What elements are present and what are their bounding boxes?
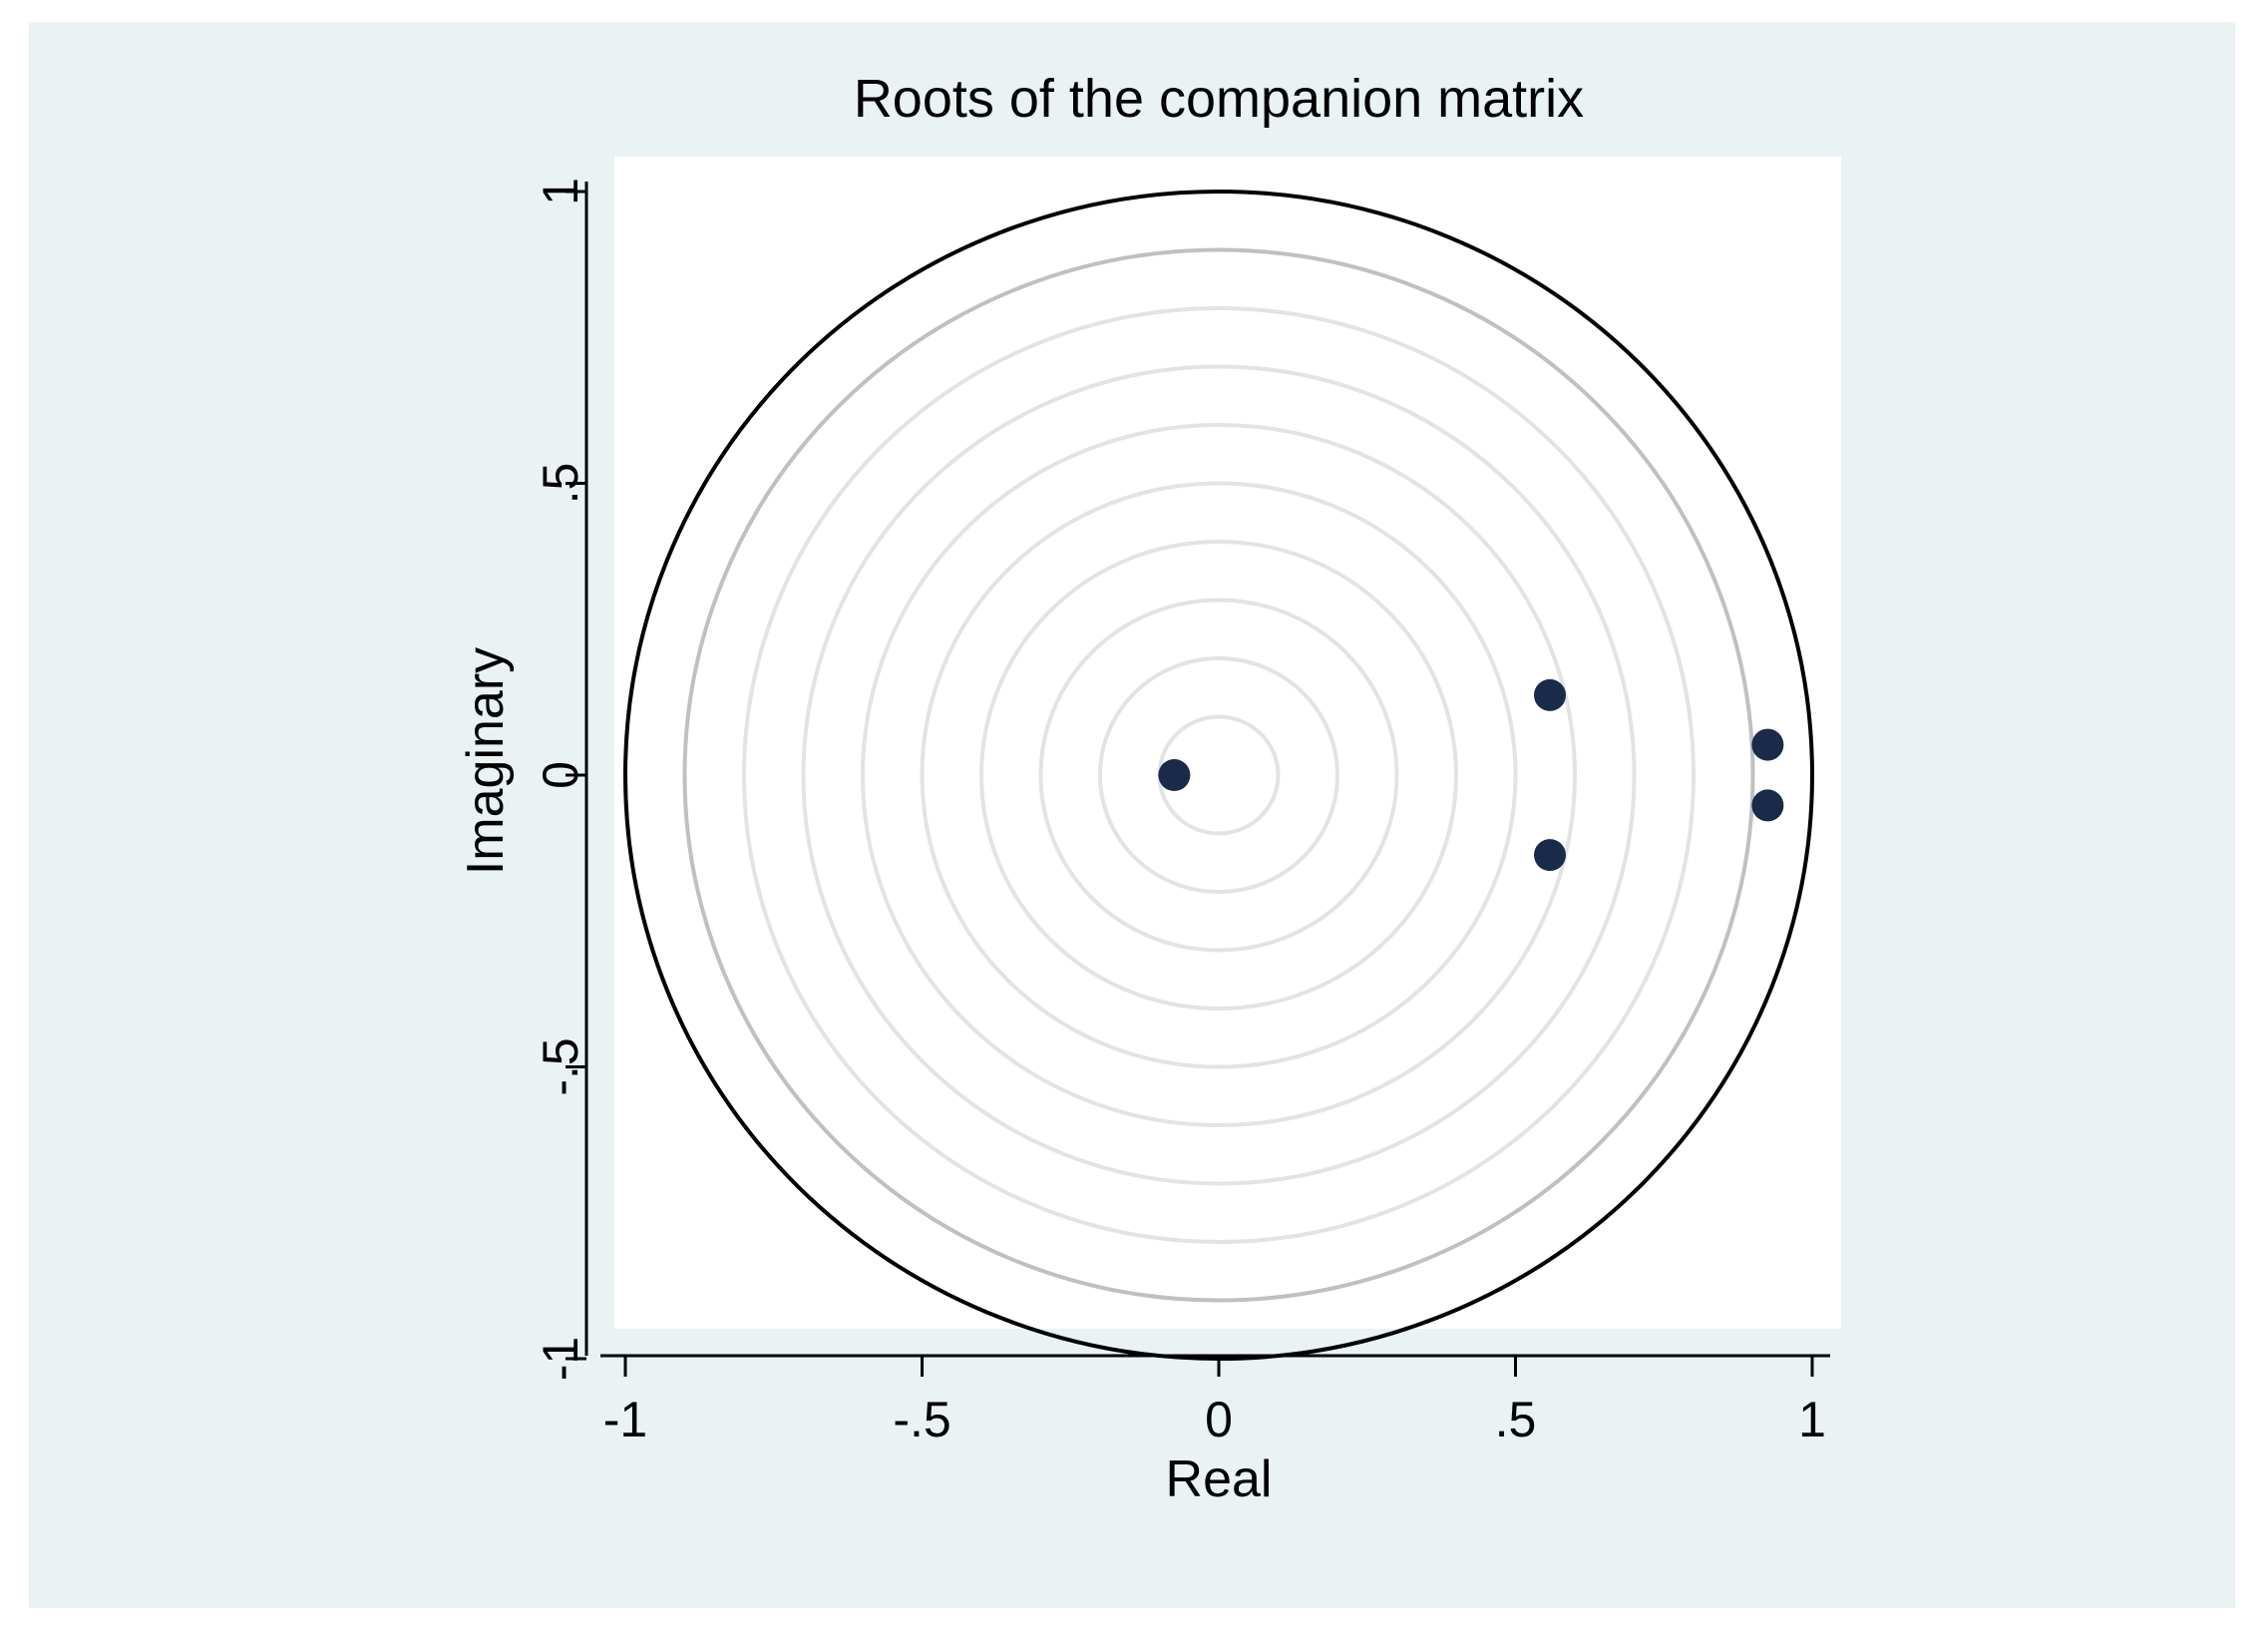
x-tick-label-2: -.5 xyxy=(893,1392,950,1447)
x-axis-ticks: -1 -.5 0 .5 1 xyxy=(603,1356,1826,1447)
chart-background: Roots of the companion matrix -1 -.5 0.5 1 … xyxy=(29,22,2235,1608)
y-tick-label-3: 0 xyxy=(533,761,588,789)
reference-circle-layer xyxy=(682,247,1755,1303)
x-tick-label-3: 0 xyxy=(1205,1392,1233,1447)
x-axis-label: Real xyxy=(1166,1450,1273,1508)
root-point-1 xyxy=(1158,759,1191,791)
grid-circle-4 xyxy=(979,540,1458,1011)
y-tick-label-2: -.5 xyxy=(533,1037,588,1095)
y-tick-label-4: .5 xyxy=(533,463,588,505)
x-tick-label-5: 1 xyxy=(1798,1392,1826,1447)
y-tick-label-5: 1 xyxy=(533,178,588,205)
axes xyxy=(584,182,1830,1358)
x-tick-label-4: .5 xyxy=(1495,1392,1537,1447)
grid-circle-6 xyxy=(861,423,1577,1127)
plot-area xyxy=(614,157,1841,1329)
root-point-3 xyxy=(1534,839,1567,872)
grid-circles xyxy=(742,306,1696,1244)
y-tick-label-1: -1 xyxy=(533,1337,588,1381)
reference-circle xyxy=(682,247,1755,1303)
chart-title: Roots of the companion matrix xyxy=(854,69,1584,129)
y-axis-ticks: -1 -.5 0 .5 1 xyxy=(533,178,588,1381)
x-tick-label-1: -1 xyxy=(603,1392,647,1447)
grid-circle-3 xyxy=(1038,598,1399,953)
y-axis-label: Imaginary xyxy=(457,647,515,875)
grid-circle-8 xyxy=(742,306,1696,1244)
grid-circle-5 xyxy=(920,481,1518,1069)
root-plot-chart: Roots of the companion matrix -1 -.5 0.5 1 … xyxy=(457,69,1841,1508)
root-point-5 xyxy=(1751,789,1784,822)
root-points xyxy=(1158,678,1784,872)
grid-circle-2 xyxy=(1098,656,1339,894)
grid-circle-7 xyxy=(801,364,1637,1186)
root-point-2 xyxy=(1534,678,1567,711)
root-point-4 xyxy=(1751,728,1784,761)
